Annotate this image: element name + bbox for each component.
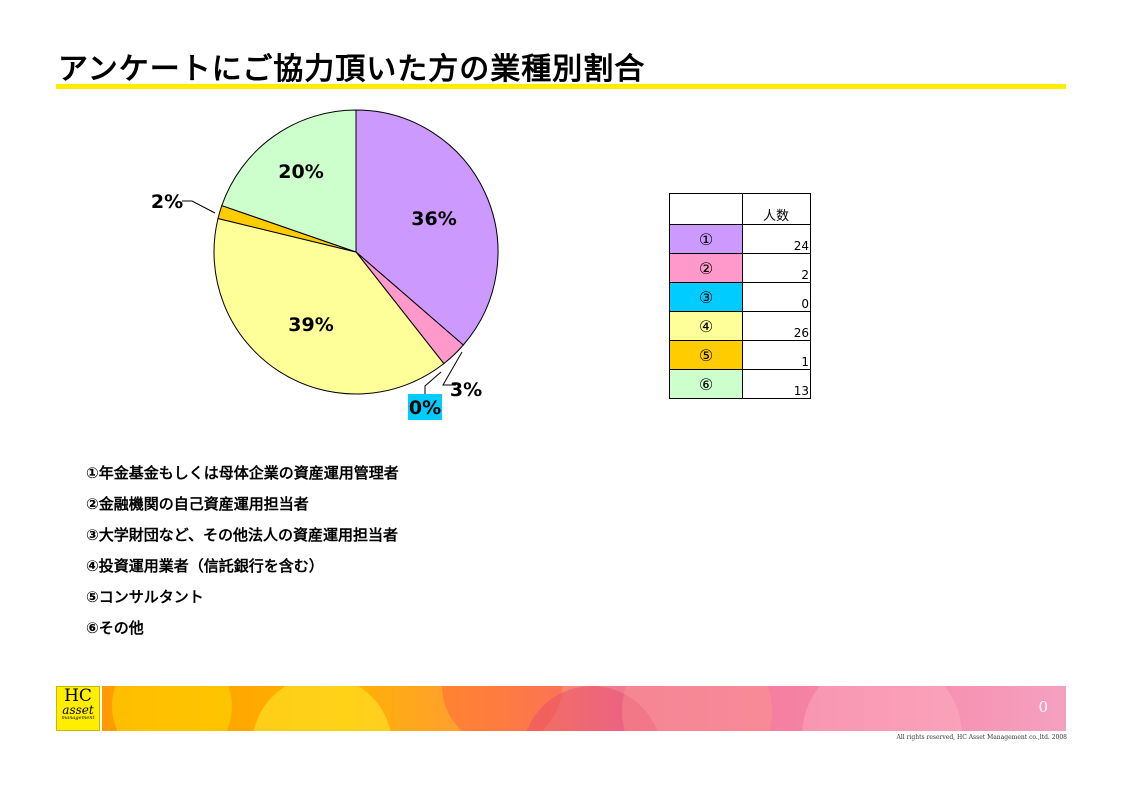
count-table: 人数 ① 24 ② 2 ③ 0 ④ 26 ⑤ 1 ⑥ 13: [669, 193, 811, 399]
table-header-blank: [669, 193, 743, 225]
table-row-marker: ①: [669, 224, 743, 254]
table-row: ⑥ 13: [669, 369, 811, 399]
slice-percent-label: 2%: [151, 191, 183, 213]
category-legend: ①年金基金もしくは母体企業の資産運用管理者 ②金融機関の自己資産運用担当者 ③大…: [86, 461, 399, 647]
company-logo: HC asset management: [56, 686, 100, 731]
table-header-count: 人数: [742, 193, 811, 225]
footer-blob: [442, 686, 562, 731]
table-row-marker: ②: [669, 253, 743, 283]
table-row-marker: ③: [669, 282, 743, 312]
footer-blob: [252, 686, 392, 731]
legend-item: ①年金基金もしくは母体企業の資産運用管理者: [86, 464, 399, 482]
table-row-marker: ⑥: [669, 369, 743, 399]
logo-text-management: management: [61, 715, 95, 721]
footer-blob: [112, 686, 232, 731]
table-row-count: 24: [742, 224, 811, 254]
slice-percent-label: 39%: [288, 314, 333, 336]
table-header-row: 人数: [669, 193, 811, 225]
table-row-count: 1: [742, 340, 811, 370]
legend-item: ⑥その他: [86, 619, 144, 637]
table-row-count: 26: [742, 311, 811, 341]
legend-item: ②金融機関の自己資産運用担当者: [86, 495, 309, 513]
table-row-count: 13: [742, 369, 811, 399]
slice-leader-line: [442, 351, 463, 386]
slice-label-box: [408, 394, 442, 420]
pie-slice-4: [213, 217, 445, 395]
title-underline: [56, 84, 1066, 89]
copyright-text: All rights reserved, HC Asset Management…: [896, 734, 1067, 741]
logo-text-asset: asset: [62, 703, 94, 717]
table-row: ④ 26: [669, 311, 811, 341]
page-title: アンケートにご協力頂いた方の業種別割合: [58, 52, 646, 87]
table-row-count: 2: [742, 253, 811, 283]
slice-percent-label: 36%: [411, 208, 456, 230]
page-number: 0: [1038, 698, 1048, 716]
footer-decoration: 0: [102, 686, 1066, 731]
table-row-marker: ④: [669, 311, 743, 341]
footer-blob: [802, 686, 962, 731]
legend-item: ⑤コンサルタント: [86, 588, 204, 606]
slice-percent-label: 0%: [409, 397, 441, 419]
table-row: ① 24: [669, 224, 811, 254]
table-row: ③ 0: [669, 282, 811, 312]
slice-percent-label: 3%: [450, 379, 482, 401]
slice-percent-label: 20%: [278, 161, 323, 183]
table-row: ⑤ 1: [669, 340, 811, 370]
table-row-count: 0: [742, 282, 811, 312]
slice-leader-line: [182, 200, 216, 214]
table-row: ② 2: [669, 253, 811, 283]
table-row-marker: ⑤: [669, 340, 743, 370]
footer-blob: [622, 686, 772, 731]
logo-text-hc: HC: [64, 686, 92, 706]
pie-slice-6: [221, 109, 357, 253]
legend-item: ③大学財団など、その他法人の資産運用担当者: [86, 526, 398, 544]
pie-slice-1: [355, 109, 499, 346]
legend-item: ④投資運用業者（信託銀行を含む）: [86, 557, 324, 575]
